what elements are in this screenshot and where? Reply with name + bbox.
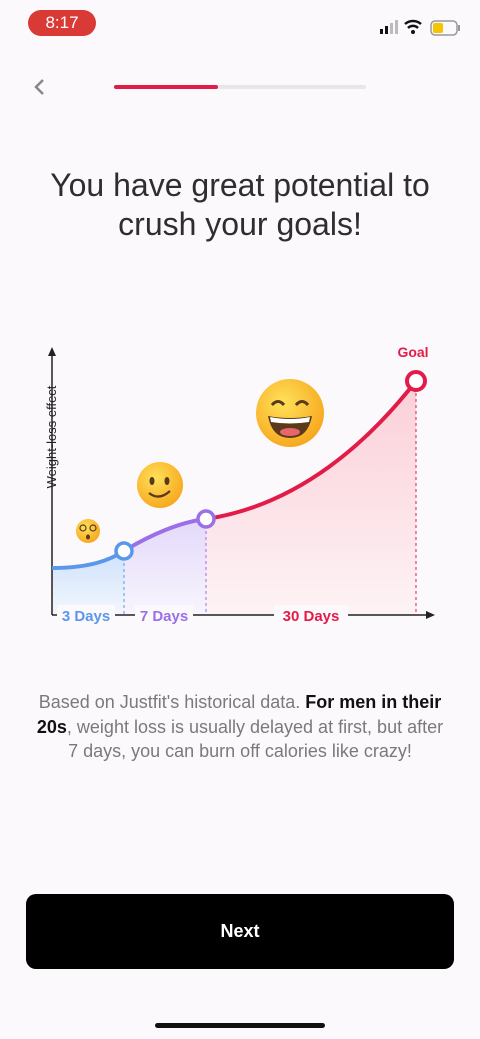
status-time: 8:17: [28, 10, 96, 36]
point: [405, 370, 427, 392]
curve: [205, 379, 418, 521]
phase-label: 7 Days: [140, 608, 188, 625]
description: Based on Justfit's historical data. For …: [30, 690, 450, 764]
home-indicator: [155, 1023, 325, 1028]
emoji-dizzy: [76, 519, 100, 543]
y-axis-label: Weight-loss effect: [44, 385, 59, 488]
phase-label: 30 Days: [283, 608, 340, 625]
chart: 3 Days 7 Days 30 Days Goal Weight-loss e…: [44, 344, 435, 625]
title: You have great potential to crush your g…: [50, 167, 430, 242]
phase-label: 3 Days: [62, 608, 110, 625]
description-bold: For men in their 20s: [36, 692, 442, 737]
label-bg: [135, 605, 193, 625]
back-button[interactable]: [34, 79, 44, 95]
y-arrow: [48, 347, 56, 356]
next-button[interactable]: Next: [26, 894, 454, 969]
point: [114, 541, 134, 561]
status-icons: [380, 19, 460, 36]
emoji-smile: [137, 462, 183, 508]
emoji-grin: [256, 379, 324, 447]
goal-label: Goal: [397, 344, 428, 360]
label-bg: [57, 605, 115, 625]
area-2: [124, 519, 206, 615]
area-1: [52, 551, 124, 615]
description-text: , weight loss is usually delayed at firs…: [66, 716, 444, 762]
description-text: Based on Justfit's historical data.: [38, 692, 306, 712]
x-arrow: [426, 611, 435, 619]
point: [196, 509, 216, 529]
label-bg: [274, 605, 348, 625]
